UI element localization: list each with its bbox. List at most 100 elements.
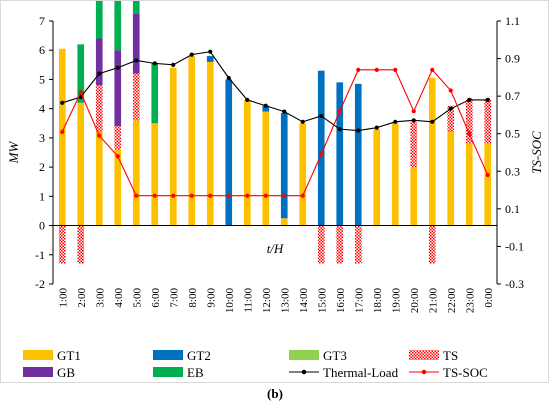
bar-gt2-17:00 (354, 83, 362, 226)
bars-layer (58, 0, 492, 264)
bar-gt1-12:00 (262, 111, 270, 226)
bar-ts-5:00 (132, 73, 140, 121)
x-tick-label: 12:00 (261, 288, 273, 314)
point-ts-soc-4:00 (115, 154, 120, 159)
bar-gt1-14:00 (299, 123, 307, 226)
point-thermal-load-22:00 (448, 106, 453, 111)
point-thermal-load-15:00 (319, 113, 324, 119)
y-tick-label: 2 (39, 160, 45, 174)
y-tick-label: 0 (39, 219, 45, 233)
point-ts-soc-12:00 (263, 193, 268, 198)
legend-marker-ts-soc (421, 369, 427, 375)
point-ts-soc-5:00 (134, 193, 139, 198)
point-ts-soc-20:00 (411, 109, 416, 114)
bar-gb-3:00 (95, 38, 103, 86)
point-ts-soc-23:00 (467, 131, 472, 136)
point-thermal-load-21:00 (430, 119, 435, 124)
y-tick-label: 6 (39, 43, 45, 57)
point-ts-soc-9:00 (208, 193, 213, 198)
point-thermal-load-13:00 (282, 109, 287, 114)
legend-swatch-gt1 (23, 350, 53, 360)
bar-ts-3:00 (95, 85, 103, 133)
point-ts-soc-17:00 (356, 67, 361, 72)
bar-gt1-23:00 (465, 143, 473, 226)
legend-swatch-gb (23, 367, 53, 377)
bar-ts-21:00 (428, 225, 436, 264)
x-tick-label: 11:00 (242, 288, 254, 313)
legend-label-gt1: GT1 (57, 348, 81, 363)
x-tick-label: 1:00 (57, 288, 69, 308)
legend-swatch-gt3 (289, 350, 319, 360)
point-ts-soc-1:00 (60, 129, 65, 134)
y2-tick-label: 0.5 (505, 127, 520, 141)
x-axis-title: t/H (267, 241, 284, 256)
point-thermal-load-7:00 (171, 62, 176, 67)
x-tick-label: 2:00 (76, 288, 88, 308)
point-ts-soc-19:00 (393, 67, 398, 72)
legend-swatch-ts (409, 350, 439, 360)
point-thermal-load-1:00 (60, 100, 65, 105)
point-thermal-load-11:00 (245, 97, 250, 102)
x-tick-label: 23:00 (464, 288, 476, 314)
bar-ts-0:00 (484, 98, 492, 144)
bar-ts-17:00 (354, 225, 362, 264)
y2-tick-label: 0.9 (505, 52, 520, 66)
x-tick-label: 8:00 (187, 288, 199, 308)
point-thermal-load-19:00 (393, 119, 398, 124)
y-tick-label: -2 (35, 277, 45, 291)
point-ts-soc-2:00 (78, 90, 83, 95)
bar-eb-3:00 (95, 0, 103, 39)
legend-label-ts: TS (443, 348, 458, 363)
legend-label-ts-soc: TS-SOC (443, 365, 488, 380)
x-tick-label: 16:00 (335, 288, 347, 314)
bar-gt1-7:00 (169, 67, 177, 226)
axes-layer (49, 20, 501, 285)
bar-gt2-15:00 (317, 70, 325, 226)
bar-gt2-12:00 (262, 105, 270, 112)
bar-gt1-11:00 (243, 99, 251, 226)
legend-swatch-gt2 (153, 350, 183, 360)
point-thermal-load-18:00 (374, 125, 379, 130)
y2-tick-label: 0.3 (505, 164, 520, 178)
x-tick-label: 5:00 (131, 288, 143, 308)
bar-gt2-9:00 (206, 56, 214, 62)
y2-axis-title: TS-SOC (529, 131, 544, 174)
x-tick-label: 19:00 (390, 288, 402, 314)
legend-swatch-eb (153, 367, 183, 377)
point-ts-soc-22:00 (448, 88, 453, 93)
bar-gt1-8:00 (188, 56, 196, 226)
point-ts-soc-16:00 (337, 109, 342, 114)
bar-eb-4:00 (114, 0, 122, 51)
labels-layer: -2 -1 0 1 2 3 4 5 6 7 -0.3 -0.1 0.1 0.3 0.5 0.7 0.9 1.1 1:… (6, 14, 544, 313)
point-ts-soc-11:00 (245, 193, 250, 198)
y-tick-label: 5 (39, 72, 45, 86)
bar-eb-2:00 (77, 44, 85, 103)
bar-ts-23:00 (465, 98, 473, 144)
y-tick-label: 7 (39, 14, 45, 28)
x-tick-label: 15:00 (316, 288, 328, 314)
point-ts-soc-13:00 (282, 193, 287, 198)
x-tick-label: 14:00 (298, 288, 310, 314)
point-thermal-load-20:00 (411, 118, 416, 123)
bar-eb-5:00 (132, 0, 140, 14)
y-tick-label: 1 (39, 189, 45, 203)
x-tick-label: 7:00 (168, 288, 180, 308)
bar-ts-4:00 (114, 126, 122, 150)
y2-tick-label: 1.1 (505, 14, 520, 28)
bar-gt1-18:00 (373, 129, 381, 226)
figure-caption: (b) (267, 386, 283, 401)
bar-ts-16:00 (336, 225, 344, 264)
legend-label-eb: EB (187, 365, 204, 380)
legend-marker-thermal-load (301, 369, 307, 375)
x-tick-label: 20:00 (409, 288, 421, 314)
line-ts-soc (61, 68, 489, 197)
x-tick-label: 4:00 (113, 288, 125, 308)
legend: GT1 GT2 GT3 TS GB EB Thermal-Load TS-SOC (23, 348, 488, 380)
bar-gt2-13:00 (280, 113, 288, 219)
point-thermal-load-9:00 (208, 49, 213, 54)
point-ts-soc-10:00 (226, 193, 231, 198)
chart-frame: -2 -1 0 1 2 3 4 5 6 7 -0.3 -0.1 0.1 0.3 0.5 0.7 0.9 1.1 1:… (0, 0, 549, 383)
legend-label-thermal-load: Thermal-Load (323, 365, 399, 380)
x-tick-label: 21:00 (427, 288, 439, 314)
point-ts-soc-0:00 (485, 172, 490, 178)
